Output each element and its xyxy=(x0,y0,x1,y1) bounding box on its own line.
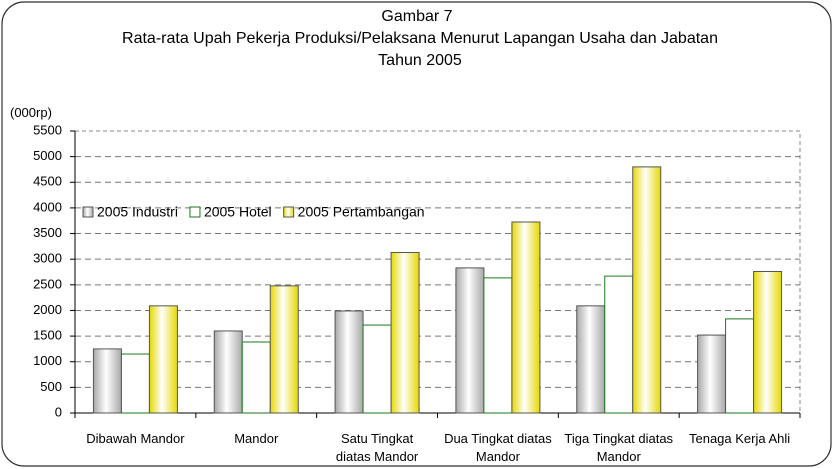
legend-swatch xyxy=(283,206,295,218)
bar xyxy=(576,305,606,414)
x-tick-label: Mandor xyxy=(234,431,279,446)
y-tick-label: 0 xyxy=(55,404,62,419)
x-tick-label: Dua Tingkat diatas Mandor xyxy=(444,431,552,464)
bar xyxy=(269,285,299,414)
legend-swatch xyxy=(82,206,94,218)
bar xyxy=(362,324,392,414)
bar xyxy=(753,270,783,414)
bar xyxy=(697,334,727,414)
chart-title: Gambar 7 xyxy=(381,8,453,25)
y-tick-label: 1500 xyxy=(33,328,62,343)
y-tick-label: 5500 xyxy=(33,122,62,137)
bar xyxy=(632,166,662,414)
bar xyxy=(148,305,178,414)
x-tick-label: Tiga Tingkat diatas Mandor xyxy=(564,431,674,464)
legend-label: 2005 Industri xyxy=(97,204,178,220)
plot-area xyxy=(74,130,801,414)
bar xyxy=(92,348,122,414)
bar xyxy=(483,277,513,414)
bar xyxy=(604,275,634,414)
y-tick-label: 1000 xyxy=(33,353,62,368)
bar xyxy=(120,353,150,414)
y-tick-label: 4500 xyxy=(33,174,62,189)
y-tick-label: 500 xyxy=(40,379,62,394)
x-tick-label: Tenaga Kerja Ahli xyxy=(688,431,791,446)
bar xyxy=(334,310,364,414)
bar xyxy=(390,252,420,414)
chart-subtitle: Rata-rata Upah Pekerja Produksi/Pelaksan… xyxy=(122,30,718,69)
bar xyxy=(241,341,271,414)
bar xyxy=(213,330,243,414)
bar xyxy=(725,318,755,414)
legend-label: 2005 Pertambangan xyxy=(298,204,425,220)
legend-label: 2005 Hotel xyxy=(204,204,272,220)
y-tick-label: 4000 xyxy=(33,199,62,214)
y-axis-label: (000rp) xyxy=(10,105,52,120)
legend-swatch xyxy=(189,206,201,218)
x-tick-label: Satu Tingkat diatas Mandor xyxy=(335,431,419,464)
y-tick-label: 2500 xyxy=(33,276,62,291)
bar xyxy=(455,267,485,414)
y-tick-label: 3000 xyxy=(33,251,62,266)
bar xyxy=(511,221,541,414)
y-tick-label: 3500 xyxy=(33,225,62,240)
y-tick-label: 2000 xyxy=(33,302,62,317)
y-tick-label: 5000 xyxy=(33,148,62,163)
x-tick-label: Dibawah Mandor xyxy=(86,431,185,446)
